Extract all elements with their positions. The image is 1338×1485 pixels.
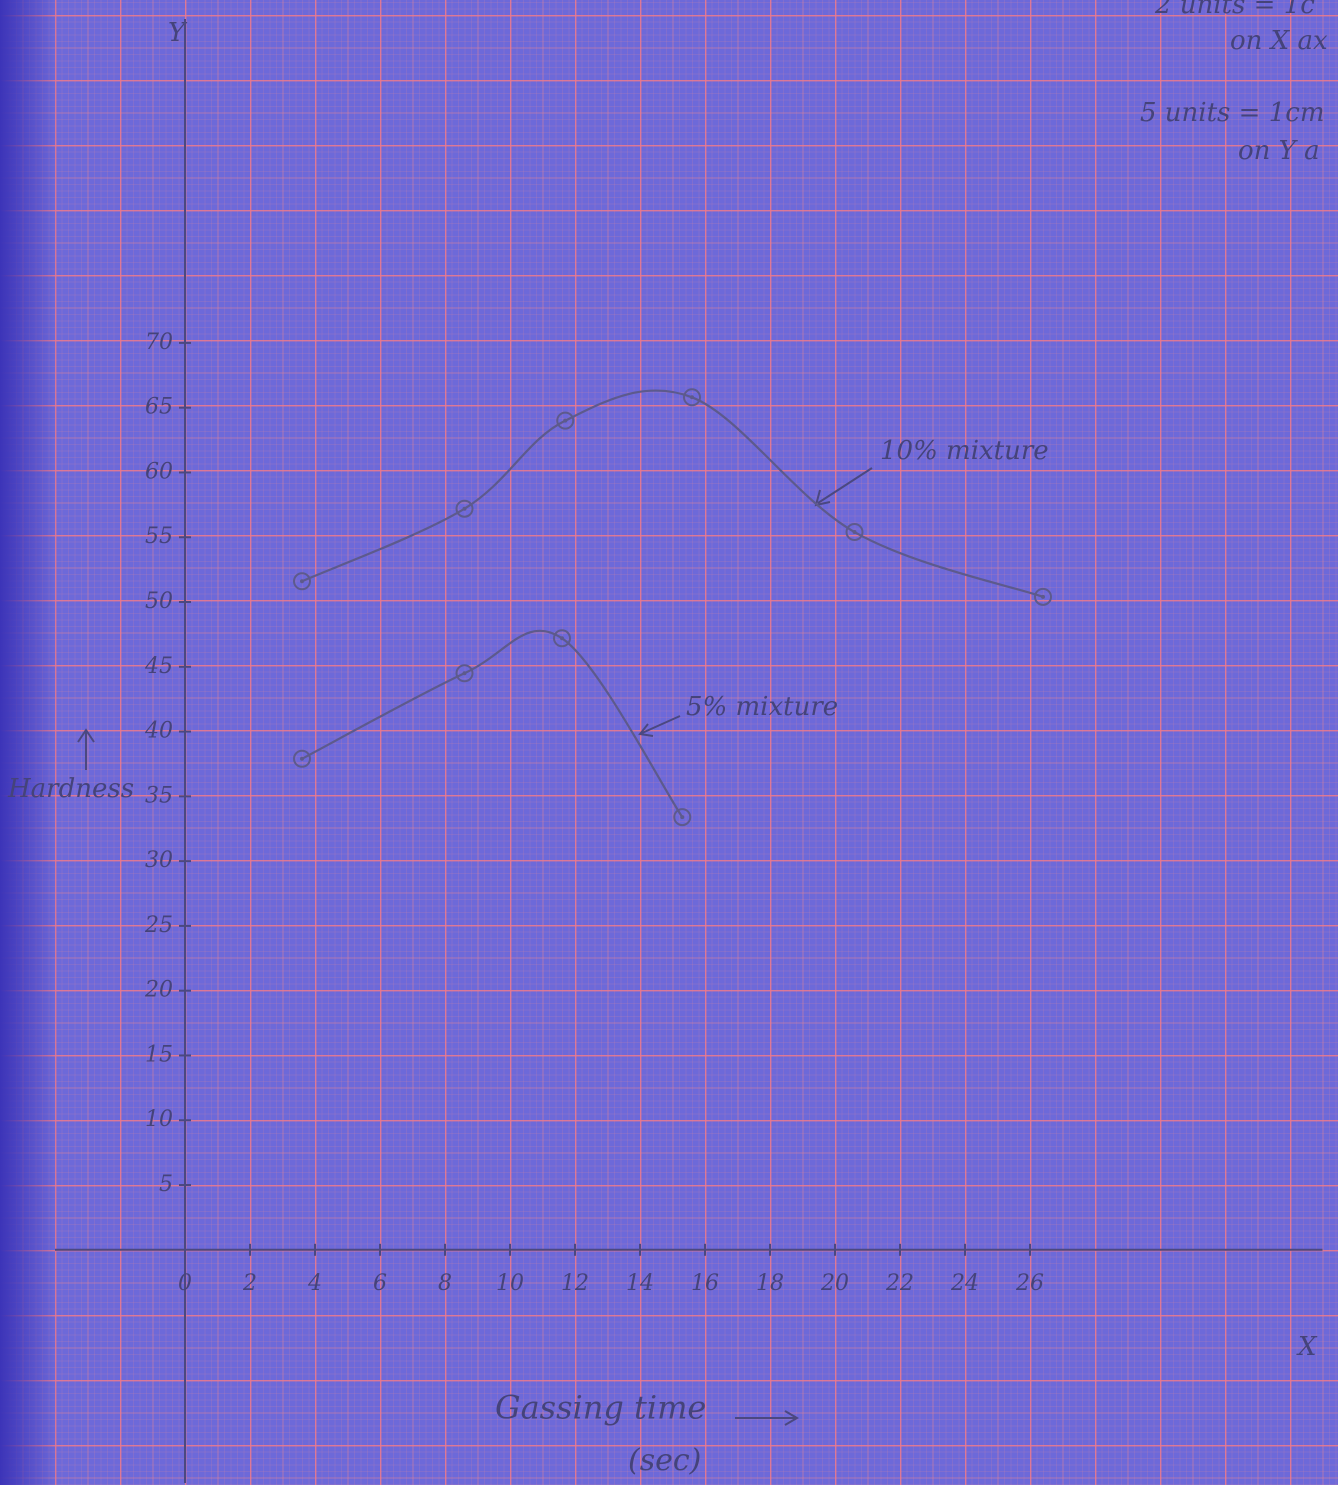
decorations [78,468,872,1425]
y-tick-label: 30 [145,848,173,873]
x-axis-name: X [1296,1332,1318,1362]
y-tick-label: 10 [145,1107,173,1132]
data-point-dot [563,419,567,423]
x-tick-label: 18 [756,1271,784,1296]
data-point-dot [560,636,564,640]
data-point-dot [463,507,467,511]
x-tick-label: 0 [178,1271,192,1296]
chart: 2 units = 1c on X ax 5 units = 1cm on Y … [0,0,1338,1485]
pointer [818,468,872,503]
y-tick-label: 60 [145,459,173,484]
y-tick-label: 65 [145,395,173,420]
y-tick-label: 70 [145,330,173,355]
data-point-dot [300,579,304,583]
x-tick-label: 26 [1015,1271,1044,1296]
y-tick-label: 25 [144,913,173,938]
y-tick-label: 45 [144,654,173,679]
data-point-dot [690,395,694,399]
scale-note: 2 units = 1c [1154,0,1315,20]
x-tick-label: 4 [307,1271,322,1296]
x-tick-label: 14 [626,1271,654,1296]
y-tick-label: 50 [145,589,173,614]
series-line [302,631,682,817]
scale-note: on X ax [1230,26,1328,56]
x-tick-label: 22 [885,1271,914,1296]
y-tick-label: 5 [159,1172,173,1197]
series-label: 10% mixture [880,436,1049,466]
scale-note: on Y a [1238,136,1320,166]
x-tick-label: 20 [820,1271,849,1296]
data-point-dot [1041,595,1045,599]
x-axis-title: Gassing time [495,1389,706,1427]
data-point-dot [300,757,304,761]
data-point-dot [680,815,684,819]
x-tick-label: 2 [242,1271,257,1296]
x-tick-label: 12 [561,1271,589,1296]
scale-note: 5 units = 1cm [1140,98,1324,128]
data-point-dot [463,671,467,675]
page: 2 units = 1c on X ax 5 units = 1cm on Y … [0,0,1338,1485]
data-point-dot [853,530,857,534]
series-label: 5% mixture [686,692,838,722]
y-tick-label: 20 [144,978,173,1003]
y-axis-title: Hardness [7,774,134,804]
series-line [302,390,1043,596]
y-tick-label: 40 [144,719,173,744]
x-tick-label: 8 [438,1271,452,1296]
y-tick-label: 15 [145,1042,173,1067]
y-tick-label: 55 [145,524,173,549]
x-tick-label: 6 [373,1271,387,1296]
x-axis-unit: (sec) [628,1443,701,1478]
x-tick-label: 24 [950,1271,979,1296]
y-tick-label: 35 [145,783,173,808]
x-tick-label: 16 [691,1271,719,1296]
x-tick-label: 10 [496,1271,524,1296]
